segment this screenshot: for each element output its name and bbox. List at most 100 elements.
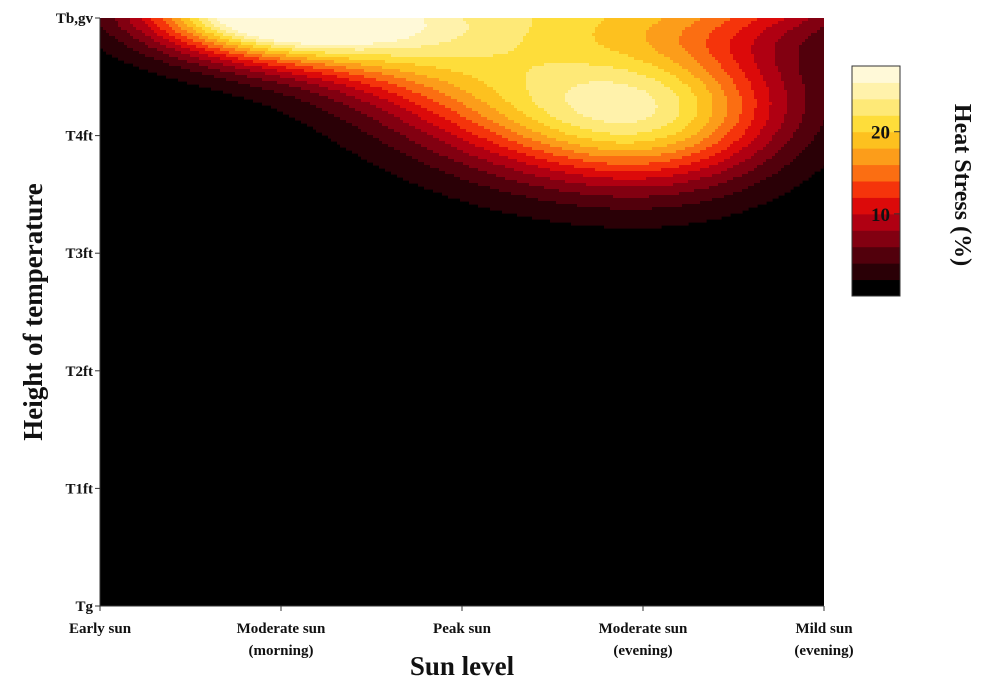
contour-cell xyxy=(523,135,548,139)
contour-cell xyxy=(463,150,491,154)
contour-cell xyxy=(424,162,464,166)
contour-cell xyxy=(733,81,752,85)
contour-cell xyxy=(724,90,740,94)
contour-cell xyxy=(265,72,293,76)
contour-cell xyxy=(721,66,740,70)
contour-cell xyxy=(154,30,167,34)
contour-cell xyxy=(721,138,740,142)
contour-cell xyxy=(451,144,476,148)
contour-cell xyxy=(187,42,203,46)
contour-cell xyxy=(742,27,767,31)
contour-cell xyxy=(589,153,662,157)
contour-cell xyxy=(739,90,755,94)
contour-cell xyxy=(181,18,191,22)
contour-cell xyxy=(655,48,686,52)
contour-cell xyxy=(760,129,779,133)
contour-cell xyxy=(739,66,758,70)
contour-cell xyxy=(292,48,356,52)
contour-cell xyxy=(733,78,749,82)
contour-cell xyxy=(664,84,689,88)
contour-cell xyxy=(514,120,539,124)
contour-cell xyxy=(268,48,293,52)
contour-cell xyxy=(787,30,818,34)
contour-cell xyxy=(799,24,824,28)
contour-cell xyxy=(772,24,800,28)
contour-cell xyxy=(769,117,785,121)
contour-cell xyxy=(685,138,704,142)
contour-cell xyxy=(712,96,728,100)
contour-cell xyxy=(433,189,500,193)
contour-cell xyxy=(820,129,824,133)
contour-cell xyxy=(415,81,449,85)
contour-cell xyxy=(247,51,266,55)
contour-cell xyxy=(544,123,572,127)
contour-cell xyxy=(571,222,689,226)
x-tick-label-line2: (evening) xyxy=(794,643,853,659)
contour-cell xyxy=(688,51,710,55)
x-tick-label: Peak sun xyxy=(433,621,492,637)
contour-cell xyxy=(793,27,821,31)
contour-cell xyxy=(526,33,593,37)
contour-cell xyxy=(526,126,551,130)
contour-cell xyxy=(739,30,764,34)
contour-cell xyxy=(730,144,749,148)
contour-cell xyxy=(670,72,692,76)
contour-cell xyxy=(151,27,161,31)
contour-cell xyxy=(550,144,581,148)
contour-cell xyxy=(445,93,473,97)
contour-cell xyxy=(157,72,203,76)
contour-cell xyxy=(232,27,425,31)
contour-cell xyxy=(400,117,422,121)
contour-cell xyxy=(583,114,653,118)
contour-cell xyxy=(157,24,170,28)
contour-cell xyxy=(727,102,743,106)
contour-cell xyxy=(307,123,353,127)
contour-cell xyxy=(751,141,770,145)
contour-cell xyxy=(742,105,758,109)
contour-cell xyxy=(769,111,788,115)
contour-cell xyxy=(700,201,767,205)
contour-cell xyxy=(148,69,191,73)
contour-cell xyxy=(592,138,656,142)
contour-cell xyxy=(679,165,710,169)
contour-cell xyxy=(250,48,269,52)
contour-cell xyxy=(754,60,776,64)
contour-cell xyxy=(346,147,395,151)
contour-cell xyxy=(277,69,305,73)
contour-cell xyxy=(613,81,662,85)
contour-cell xyxy=(793,159,824,163)
contour-cell xyxy=(322,78,350,82)
contour-cell xyxy=(694,144,713,148)
contour-cell xyxy=(682,204,758,208)
contour-cell xyxy=(712,174,743,178)
contour-cell xyxy=(532,24,599,28)
contour-cell xyxy=(223,33,236,37)
contour-cell xyxy=(700,150,722,154)
contour-cell xyxy=(202,72,236,76)
colorbar-band xyxy=(852,230,900,248)
contour-cell xyxy=(802,81,824,85)
contour-cell xyxy=(436,66,533,70)
contour-cell xyxy=(784,144,809,148)
contour-cell xyxy=(799,60,824,64)
contour-cell xyxy=(409,36,458,40)
contour-cell xyxy=(451,120,473,124)
contour-cell xyxy=(727,105,743,109)
contour-cell xyxy=(805,96,824,100)
contour-cell xyxy=(655,102,680,106)
contour-cell xyxy=(382,72,416,76)
contour-cell xyxy=(361,111,389,115)
contour-cell xyxy=(439,168,479,172)
contour-cell xyxy=(754,54,776,58)
contour-cell xyxy=(700,141,719,145)
contour-cell xyxy=(775,132,794,136)
contour-cell xyxy=(757,18,785,22)
contour-cell xyxy=(112,54,146,58)
contour-cell xyxy=(562,120,605,124)
x-tick-label: Mild sun xyxy=(795,621,853,637)
contour-cell xyxy=(469,24,533,28)
contour-cell xyxy=(784,81,803,85)
contour-cell xyxy=(709,36,734,40)
contour-cell xyxy=(517,45,605,49)
